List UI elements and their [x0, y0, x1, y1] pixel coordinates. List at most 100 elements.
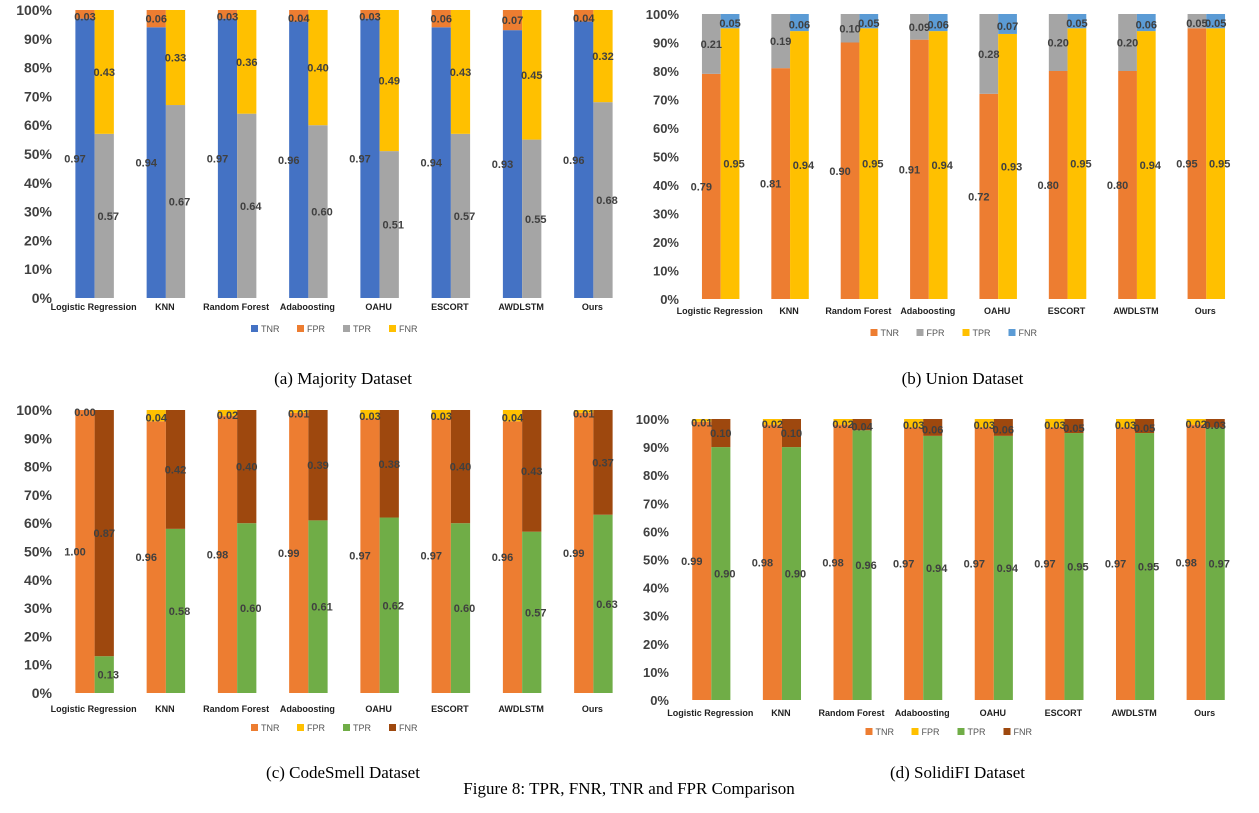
figure-caption: Figure 8: TPR, FNR, TNR and FPR Comparis… — [463, 779, 795, 798]
bar-tpr — [790, 31, 809, 299]
data-label-tnr: 0.93 — [492, 159, 513, 171]
legend-swatch — [251, 724, 258, 731]
data-label-tnr: 0.98 — [822, 557, 843, 569]
legend-label: TPR — [353, 723, 372, 733]
data-label-tnr: 0.99 — [563, 548, 584, 560]
data-label-fpr: 0.03 — [1115, 420, 1136, 432]
y-tick-label: 90% — [643, 440, 669, 455]
y-tick-label: 30% — [653, 207, 679, 222]
x-category-label: Ours — [582, 302, 603, 312]
data-label-fnr: 0.43 — [521, 466, 542, 478]
bar-fnr — [923, 419, 943, 436]
data-label-fpr: 0.03 — [431, 411, 452, 423]
x-category-label: ESCORT — [431, 704, 469, 714]
x-category-label: KNN — [155, 302, 175, 312]
data-label-tpr: 0.95 — [1209, 159, 1230, 171]
data-label-tpr: 0.62 — [383, 600, 404, 612]
y-tick-label: 20% — [643, 637, 669, 652]
data-label-tnr: 0.96 — [136, 552, 157, 564]
data-label-tpr: 0.95 — [723, 159, 744, 171]
bar-tnr — [762, 424, 782, 700]
data-label-fnr: 0.10 — [710, 428, 731, 440]
legend-label: TPR — [973, 328, 992, 338]
bar-tnr — [75, 410, 95, 693]
y-tick-label: 10% — [643, 665, 669, 680]
x-category-label: Ours — [1194, 708, 1215, 718]
data-label-fnr: 0.36 — [236, 57, 257, 69]
legend-swatch — [916, 329, 924, 336]
panel-caption: (c) CodeSmell Dataset — [266, 763, 420, 782]
data-label-tnr: 0.94 — [136, 158, 158, 170]
data-label-tpr: 0.95 — [1067, 562, 1088, 574]
data-label-fnr: 0.42 — [165, 464, 186, 476]
bar-fnr — [379, 410, 399, 518]
bar-fnr — [165, 10, 186, 106]
data-label-tnr: 0.97 — [1105, 559, 1126, 571]
legend-label: FPR — [307, 723, 326, 733]
data-label-tpr: 0.55 — [525, 214, 546, 226]
data-label-fpr: 0.04 — [288, 13, 310, 25]
data-label-fnr: 0.03 — [1205, 420, 1226, 432]
y-tick-label: 60% — [24, 515, 53, 531]
bar-fpr — [574, 10, 594, 22]
x-category-label: OAHU — [984, 306, 1011, 316]
data-label-fnr: 0.05 — [1134, 423, 1155, 435]
bar-fpr — [1186, 419, 1206, 425]
data-label-fpr: 0.02 — [1185, 419, 1206, 431]
bar-fpr — [360, 10, 380, 19]
legend-swatch — [343, 724, 350, 731]
bar-tpr — [593, 514, 613, 693]
bar-tpr — [450, 133, 471, 298]
legend-swatch — [389, 325, 396, 332]
data-label-fnr: 0.37 — [592, 457, 613, 469]
bar-fnr — [1205, 419, 1225, 428]
bar-fnr — [308, 410, 328, 521]
data-label-tpr: 0.60 — [311, 207, 332, 219]
data-label-tpr: 0.60 — [454, 603, 475, 615]
bar-tnr — [574, 412, 594, 693]
data-label-tnr: 0.95 — [1176, 159, 1197, 171]
bar-tpr — [993, 435, 1013, 700]
y-tick-label: 80% — [24, 60, 53, 76]
data-label-tpr: 0.95 — [1138, 562, 1159, 574]
data-label-tpr: 0.51 — [383, 220, 404, 232]
data-label-fpr: 0.04 — [573, 13, 595, 25]
y-tick-label: 100% — [636, 412, 670, 427]
data-label-tpr: 0.94 — [926, 563, 948, 575]
x-category-label: Random Forest — [819, 708, 885, 718]
x-category-label: Random Forest — [203, 302, 269, 312]
bar-tnr — [146, 27, 166, 299]
bar-tnr — [1045, 427, 1065, 700]
bar-tpr — [522, 531, 542, 693]
bar-fpr — [75, 10, 95, 19]
data-label-tnr: 0.80 — [1037, 180, 1058, 192]
data-label-fnr: 0.05 — [719, 18, 740, 30]
bar-tnr — [289, 412, 309, 693]
bar-fnr — [993, 419, 1013, 436]
data-label-tnr: 0.97 — [349, 551, 370, 563]
bar-fnr — [308, 10, 328, 126]
y-tick-label: 20% — [653, 235, 679, 250]
x-category-label: Logistic Regression — [677, 306, 763, 316]
bar-tpr — [94, 133, 114, 298]
bar-fnr — [998, 14, 1017, 34]
data-label-fnr: 0.87 — [94, 528, 115, 540]
legend-label: TPR — [353, 324, 372, 334]
data-label-tnr: 0.79 — [691, 181, 712, 193]
bar-fnr — [593, 10, 613, 103]
x-category-label: Logistic Regression — [667, 708, 753, 718]
data-label-fpr: 0.09 — [909, 22, 930, 34]
legend-label: FPR — [922, 727, 941, 737]
bar-tnr — [840, 42, 860, 299]
legend-label: TNR — [261, 723, 280, 733]
data-label-fpr: 0.02 — [832, 419, 853, 431]
bar-tnr — [904, 427, 924, 700]
x-category-label: Logistic Regression — [51, 704, 137, 714]
bar-tpr — [308, 520, 328, 693]
bar-tpr — [923, 435, 943, 700]
x-category-label: OAHU — [365, 704, 392, 714]
x-category-label: ESCORT — [431, 302, 469, 312]
bar-tpr — [237, 113, 257, 299]
bar-fpr — [217, 410, 238, 416]
bar-fpr — [289, 10, 309, 22]
